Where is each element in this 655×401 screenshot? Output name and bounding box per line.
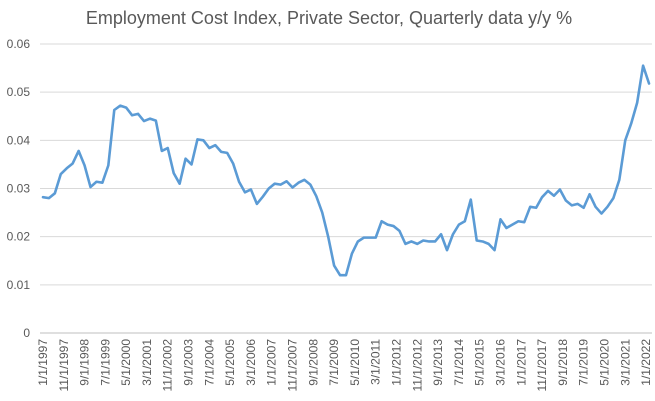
x-axis: 1/1/1997 11/1/1997 9/1/1998 7/1/1999 5/1/200… [36,332,653,392]
y-tick-label: 0.04 [7,133,31,147]
x-tick-label: 9/1/2018 [556,339,570,386]
x-tick-label: 9/1/2013 [431,339,445,386]
x-tick-label: 7/1/2004 [202,339,216,386]
x-tick-label: 3/1/2011 [369,339,383,385]
x-tick-label: 9/1/2003 [182,339,196,386]
x-tick-label: 5/1/2015 [473,339,487,386]
y-tick-label: 0.03 [7,182,31,196]
x-tick-label: 5/1/2020 [597,339,611,386]
x-tick-label: 1/1/2007 [265,339,279,386]
x-tick-label: 1/1/2012 [390,339,404,386]
y-tick-label: 0 [23,326,30,340]
x-tick-label: 11/1/2017 [535,339,549,392]
y-tick-label: 0.02 [7,230,31,244]
gridlines [40,43,652,286]
x-tick-label: 9/1/2008 [306,339,320,386]
x-tick-label: 7/1/2014 [452,339,466,386]
y-tick-label: 0.05 [7,85,31,99]
x-tick-label: 11/1/2002 [161,339,175,392]
x-tick-label: 5/1/2000 [119,339,133,386]
x-tick-label: 7/1/2019 [577,339,591,386]
x-tick-label: 7/1/1999 [98,339,112,386]
x-tick-label: 5/1/2010 [348,339,362,386]
chart-title: Employment Cost Index, Private Sector, Q… [86,8,572,28]
x-tick-label: 1/1/2022 [639,339,653,386]
x-tick-label: 3/1/2001 [140,339,154,386]
x-tick-label: 1/1/1997 [36,339,50,386]
x-tick-label: 1/1/2017 [514,339,528,386]
series-layer [41,64,651,277]
x-tick-label: 11/1/1997 [57,339,71,392]
x-tick-label: 3/1/2016 [493,339,507,386]
x-tick-label: 7/1/2009 [327,339,341,386]
y-tick-label: 0.06 [7,37,31,51]
x-tick-label: 3/1/2021 [618,339,632,386]
x-tick-label: 5/1/2005 [223,339,237,386]
x-tick-label: 11/1/2007 [286,339,300,392]
x-tick-label: 3/1/2006 [244,339,258,386]
series-line [41,64,651,277]
y-axis: 0 0.01 0.02 0.03 0.04 0.05 0.06 [7,37,31,340]
x-tick-label: 11/1/2012 [410,339,424,392]
y-tick-label: 0.01 [7,278,31,292]
x-tick-label: 9/1/1998 [78,339,92,386]
